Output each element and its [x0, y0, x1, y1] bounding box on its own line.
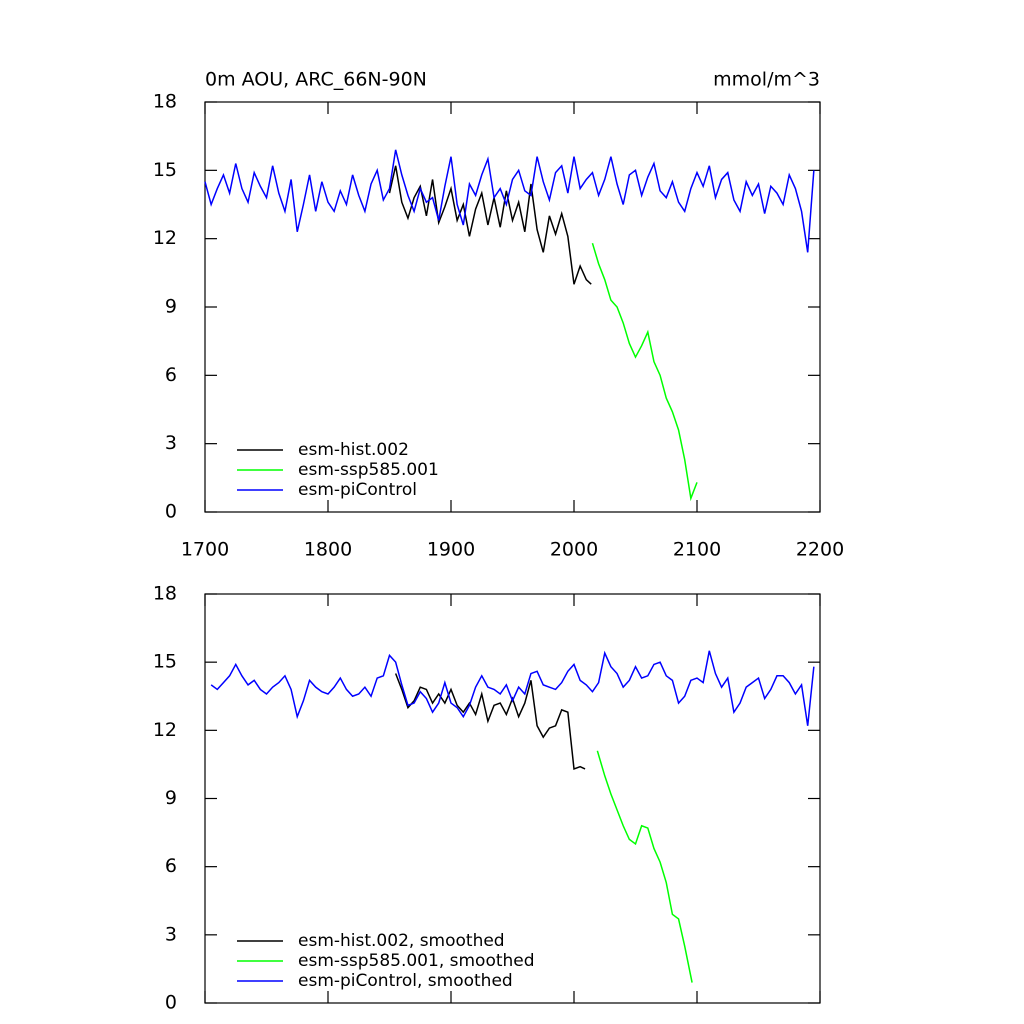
- y-tick-label: 12: [153, 719, 177, 741]
- series-line: [388, 165, 592, 285]
- x-tick-label: 2000: [550, 539, 598, 561]
- y-tick-label: 18: [153, 583, 177, 605]
- units-label: mmol/m^3: [713, 69, 820, 91]
- x-tick-label: 1700: [181, 539, 229, 561]
- x-tick-label: 1900: [427, 539, 475, 561]
- y-tick-label: 0: [165, 501, 177, 523]
- y-tick-label: 15: [153, 159, 177, 181]
- legend-label: esm-ssp585.001: [298, 460, 439, 480]
- y-tick-label: 3: [165, 923, 177, 945]
- y-tick-label: 6: [165, 855, 177, 877]
- x-tick-label: 2100: [673, 539, 721, 561]
- series-line: [210, 650, 815, 726]
- legend-label: esm-piControl, smoothed: [298, 971, 513, 991]
- series-line: [204, 149, 815, 253]
- legend-label: esm-piControl: [298, 480, 417, 500]
- series-line: [394, 673, 586, 770]
- y-tick-label: 0: [165, 992, 177, 1014]
- y-tick-label: 18: [153, 91, 177, 113]
- series-line: [591, 243, 698, 502]
- y-tick-label: 6: [165, 364, 177, 386]
- chart-title: 0m AOU, ARC_66N-90N: [205, 69, 427, 91]
- legend-label: esm-ssp585.001, smoothed: [298, 951, 535, 971]
- y-tick-label: 12: [153, 227, 177, 249]
- legend-label: esm-hist.002, smoothed: [298, 931, 505, 951]
- x-tick-label: 2200: [796, 539, 844, 561]
- y-tick-label: 15: [153, 651, 177, 673]
- legend-label: esm-hist.002: [298, 440, 409, 460]
- x-tick-label: 1800: [304, 539, 352, 561]
- y-tick-label: 9: [165, 296, 177, 318]
- y-tick-label: 3: [165, 432, 177, 454]
- y-tick-label: 9: [165, 787, 177, 809]
- series-line: [596, 750, 693, 983]
